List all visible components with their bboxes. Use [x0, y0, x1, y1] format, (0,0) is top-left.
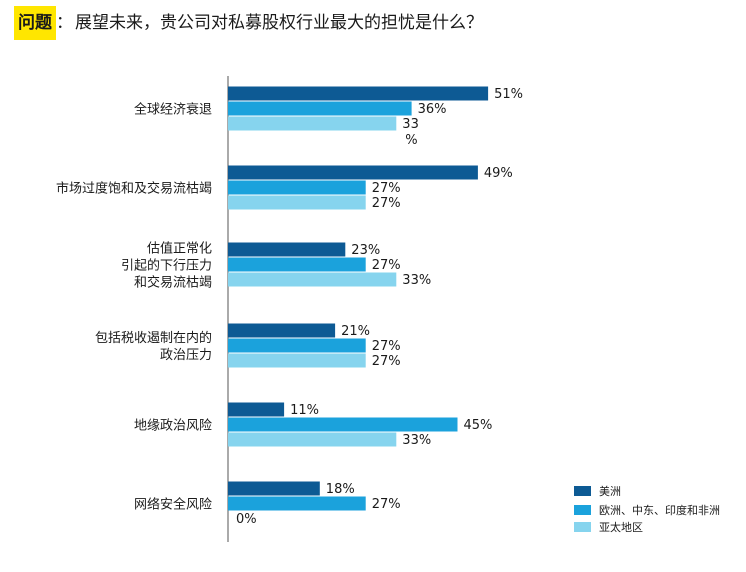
data-label: 0% [236, 512, 257, 527]
legend-label: 欧洲、中东、印度和非洲 [599, 503, 720, 517]
legend-label: 亚太地区 [599, 521, 643, 534]
bar-americas [228, 481, 320, 496]
bar-americas [228, 242, 346, 257]
bar-americas [228, 165, 478, 180]
category-label: 全球经济衰退 [134, 102, 212, 118]
category-label: 包括税收遏制在内的 [95, 330, 212, 346]
category-label: 政治压力 [160, 348, 212, 363]
data-label: 23% [351, 243, 380, 258]
bar-apac [228, 272, 397, 287]
category-label: 估值正常化 [147, 241, 212, 257]
data-label: 27% [372, 181, 401, 196]
legend-swatch-apac [574, 522, 591, 532]
data-label: 45% [464, 418, 493, 433]
question-badge: 问题 [14, 6, 56, 40]
data-label: 27% [372, 258, 401, 273]
bar-apac [228, 195, 366, 210]
bar-emea [228, 417, 458, 432]
data-label: 33% [402, 273, 431, 288]
bar-emea [228, 338, 366, 353]
bar-apac [228, 353, 366, 368]
data-label: 18% [326, 482, 355, 497]
data-label: 27% [372, 196, 401, 211]
category-label: 地缘政治风险 [134, 419, 212, 434]
bar-emea [228, 257, 366, 272]
category-label: 引起的下行压力 [121, 258, 212, 274]
question-prefix: 问题 [18, 13, 52, 33]
data-label: % [405, 133, 417, 148]
category-label: 和交易流枯竭 [134, 275, 212, 291]
bar-apac [228, 432, 397, 447]
bar-emea [228, 101, 412, 116]
bar-emea [228, 496, 366, 511]
data-label: 33 [402, 117, 419, 132]
data-label: 33% [402, 433, 431, 448]
bar-apac [228, 116, 397, 131]
data-label: 51% [494, 87, 523, 102]
question-title: 问题：展望未来，贵公司对私募股权行业最大的担忧是什么？ [14, 6, 483, 40]
bar-americas [228, 323, 336, 338]
data-label: 36% [418, 102, 447, 117]
category-label: 市场过度饱和及交易流枯竭 [56, 181, 212, 197]
legend-label: 美洲 [599, 485, 621, 498]
data-label: 11% [290, 403, 319, 418]
bar-emea [228, 180, 366, 195]
legend-swatch-emea [574, 505, 591, 515]
question-text: 展望未来，贵公司对私募股权行业最大的担忧是什么？ [75, 13, 483, 33]
data-label: 27% [372, 354, 401, 369]
legend-swatch-americas [574, 486, 591, 496]
data-label: 27% [372, 339, 401, 354]
category-label: 网络安全风险 [134, 497, 212, 513]
data-label: 27% [372, 497, 401, 512]
bar-americas [228, 402, 285, 417]
bar-americas [228, 86, 489, 101]
data-label: 49% [484, 166, 513, 181]
data-label: 21% [341, 324, 370, 339]
question-colon: ： [56, 13, 73, 33]
